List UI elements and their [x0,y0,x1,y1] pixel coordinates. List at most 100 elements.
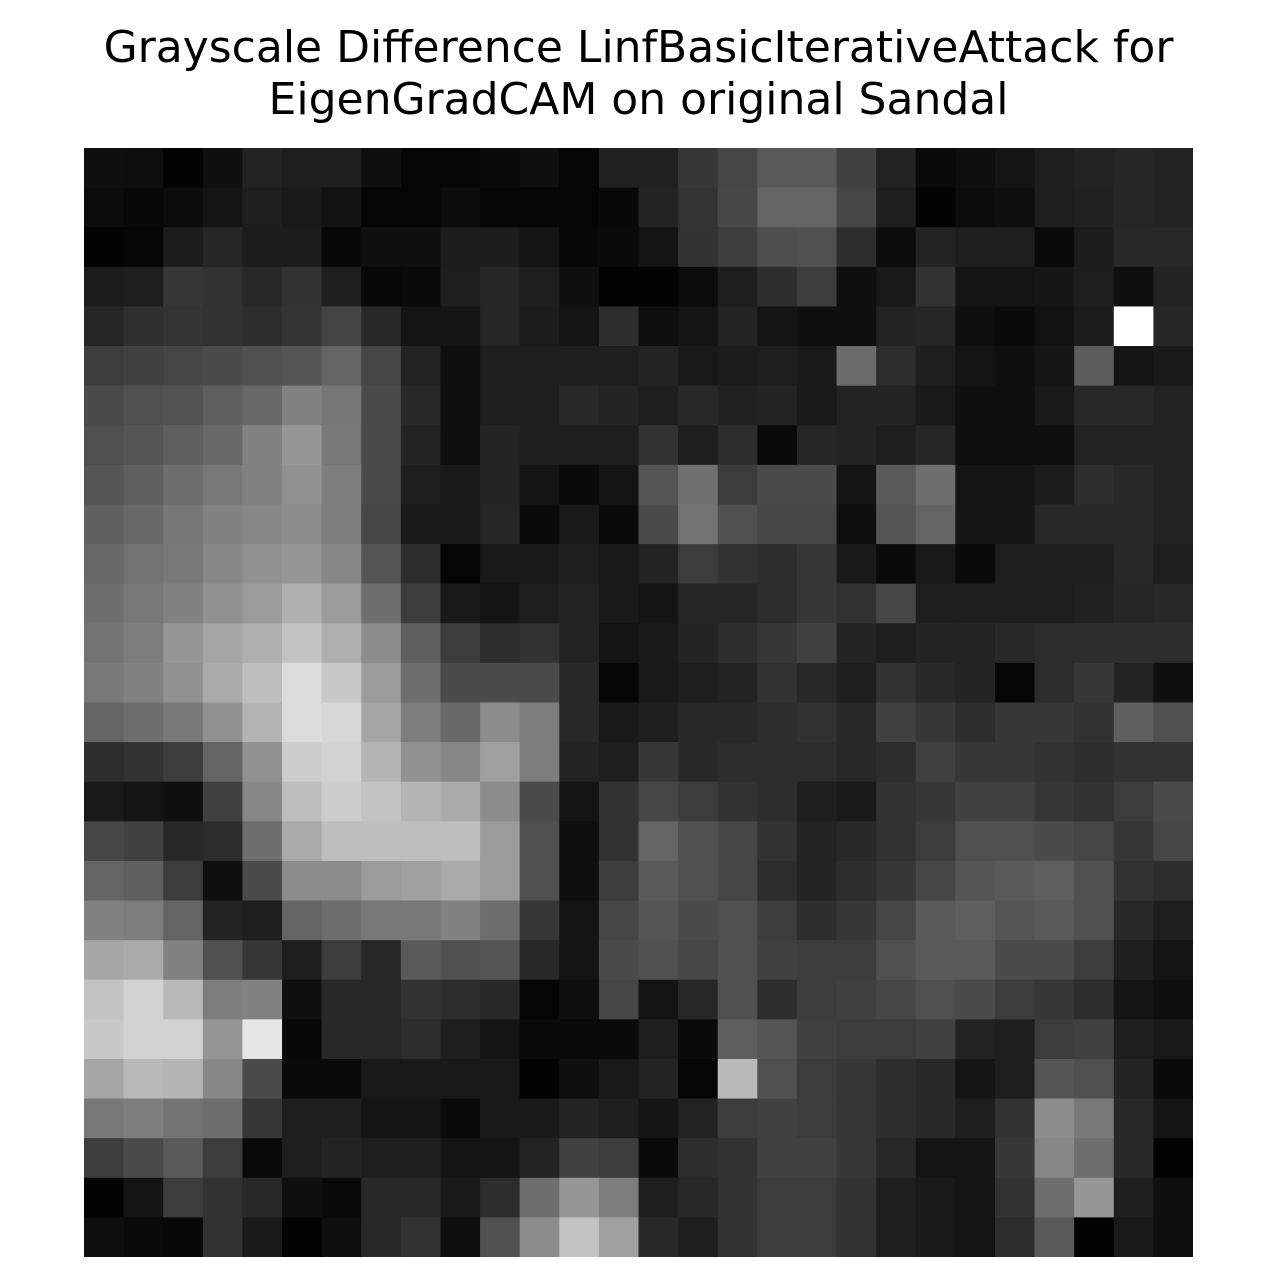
heatmap-cell-r18-c4 [242,860,283,902]
heatmap-cell-r23-c27 [1153,1058,1193,1100]
heatmap-cell-r23-c25 [1074,1058,1115,1100]
heatmap-cell-r24-c7 [361,1098,402,1139]
heatmap-cell-r10-c20 [876,544,917,585]
heatmap-cell-r2-c24 [1034,227,1075,268]
heatmap-cell-r18-c15 [678,860,719,902]
heatmap-cell-r21-c18 [796,979,838,1020]
heatmap-cell-r9-c5 [282,504,323,545]
heatmap-cell-r21-c11 [519,979,560,1020]
heatmap-cell-r4-c8 [400,306,442,347]
heatmap-cell-r13-c23 [994,662,1036,704]
heatmap-cell-r15-c3 [202,742,244,783]
heatmap-cell-r26-c16 [717,1177,758,1218]
heatmap-cell-r6-c5 [282,385,323,426]
heatmap-cell-r19-c0 [84,900,125,941]
heatmap-cell-r25-c13 [598,1138,640,1179]
heatmap-cell-r17-c20 [876,821,917,862]
heatmap-cell-r26-c5 [282,1177,323,1218]
heatmap-cell-r4-c10 [480,306,521,347]
heatmap-cell-r19-c17 [757,900,798,941]
heatmap-cell-r24-c5 [282,1098,323,1139]
chart-title-line-1: Grayscale Difference LinfBasicIterativeA… [103,22,1174,73]
heatmap-cell-r19-c15 [678,900,719,941]
heatmap-cell-r0-c15 [678,148,719,189]
heatmap-cell-r26-c22 [955,1177,996,1218]
heatmap-cell-r11-c14 [638,583,679,624]
heatmap-cell-r7-c18 [796,425,838,466]
heatmap-cell-r6-c26 [1113,385,1154,426]
heatmap-cell-r24-c11 [519,1098,560,1139]
heatmap-cell-r1-c16 [717,187,758,228]
heatmap-cell-r7-c8 [400,425,442,466]
heatmap-cell-r26-c18 [796,1177,838,1218]
heatmap-cell-r8-c1 [123,464,164,506]
heatmap-cell-r24-c0 [84,1098,125,1139]
heatmap-cell-r9-c21 [915,504,956,545]
heatmap-cell-r20-c18 [796,940,838,981]
heatmap-cell-r25-c21 [915,1138,956,1179]
heatmap-cell-r11-c13 [598,583,640,624]
heatmap-cell-r11-c2 [163,583,204,624]
heatmap-cell-r19-c10 [480,900,521,941]
heatmap-cell-r14-c18 [796,702,838,743]
heatmap-cell-r19-c13 [598,900,640,941]
heatmap-cell-r9-c22 [955,504,996,545]
heatmap-cell-r10-c10 [480,544,521,585]
heatmap-cell-r9-c25 [1074,504,1115,545]
heatmap-cell-r3-c27 [1153,266,1193,308]
heatmap-cell-r17-c9 [440,821,481,862]
heatmap-cell-r15-c14 [638,742,679,783]
heatmap-cell-r16-c1 [123,781,164,822]
heatmap-cell-r26-c13 [598,1177,640,1218]
heatmap-cell-r13-c11 [519,662,560,704]
heatmap-cell-r15-c5 [282,742,323,783]
heatmap-cell-r20-c12 [559,940,600,981]
heatmap-cell-r26-c19 [836,1177,877,1218]
heatmap-cell-r10-c19 [836,544,877,585]
heatmap-cell-r14-c25 [1074,702,1115,743]
heatmap-cell-r7-c21 [915,425,956,466]
heatmap-cell-r19-c14 [638,900,679,941]
heatmap-cell-r9-c23 [994,504,1036,545]
heatmap-cell-r11-c25 [1074,583,1115,624]
heatmap-cell-r8-c8 [400,464,442,506]
heatmap-cell-r10-c1 [123,544,164,585]
heatmap-cell-r21-c21 [915,979,956,1020]
heatmap-cell-r18-c0 [84,860,125,902]
heatmap-cell-r13-c4 [242,662,283,704]
heatmap-cell-r15-c24 [1034,742,1075,783]
heatmap-cell-r23-c5 [282,1058,323,1100]
heatmap-cell-r20-c25 [1074,940,1115,981]
heatmap-cell-r18-c26 [1113,860,1154,902]
heatmap-cell-r7-c23 [994,425,1036,466]
heatmap-cell-r25-c25 [1074,1138,1115,1179]
heatmap-cell-r27-c22 [955,1217,996,1257]
heatmap-cell-r6-c0 [84,385,125,426]
heatmap-cell-r12-c5 [282,623,323,664]
heatmap-cell-r22-c23 [994,1019,1036,1060]
heatmap-cell-r3-c3 [202,266,244,308]
heatmap-cell-r12-c13 [598,623,640,664]
heatmap-cell-r5-c22 [955,346,996,387]
heatmap-cell-r8-c27 [1153,464,1193,506]
heatmap-cell-r2-c13 [598,227,640,268]
heatmap-cell-r1-c7 [361,187,402,228]
heatmap-cell-r0-c0 [84,148,125,189]
heatmap-cell-r3-c25 [1074,266,1115,308]
heatmap-cell-r18-c8 [400,860,442,902]
heatmap-cell-r26-c0 [84,1177,125,1218]
heatmap-cell-r24-c6 [321,1098,362,1139]
heatmap-cell-r15-c15 [678,742,719,783]
heatmap-cell-r9-c13 [598,504,640,545]
heatmap-cell-r9-c24 [1034,504,1075,545]
heatmap-cell-r21-c4 [242,979,283,1020]
heatmap-cell-r19-c4 [242,900,283,941]
heatmap-cell-r13-c18 [796,662,838,704]
heatmap-cell-r14-c14 [638,702,679,743]
heatmap-cell-r19-c6 [321,900,362,941]
heatmap-cell-r22-c14 [638,1019,679,1060]
heatmap-cell-r11-c26 [1113,583,1154,624]
heatmap-cell-r2-c1 [123,227,164,268]
heatmap-cell-r7-c4 [242,425,283,466]
heatmap-cell-r5-c24 [1034,346,1075,387]
